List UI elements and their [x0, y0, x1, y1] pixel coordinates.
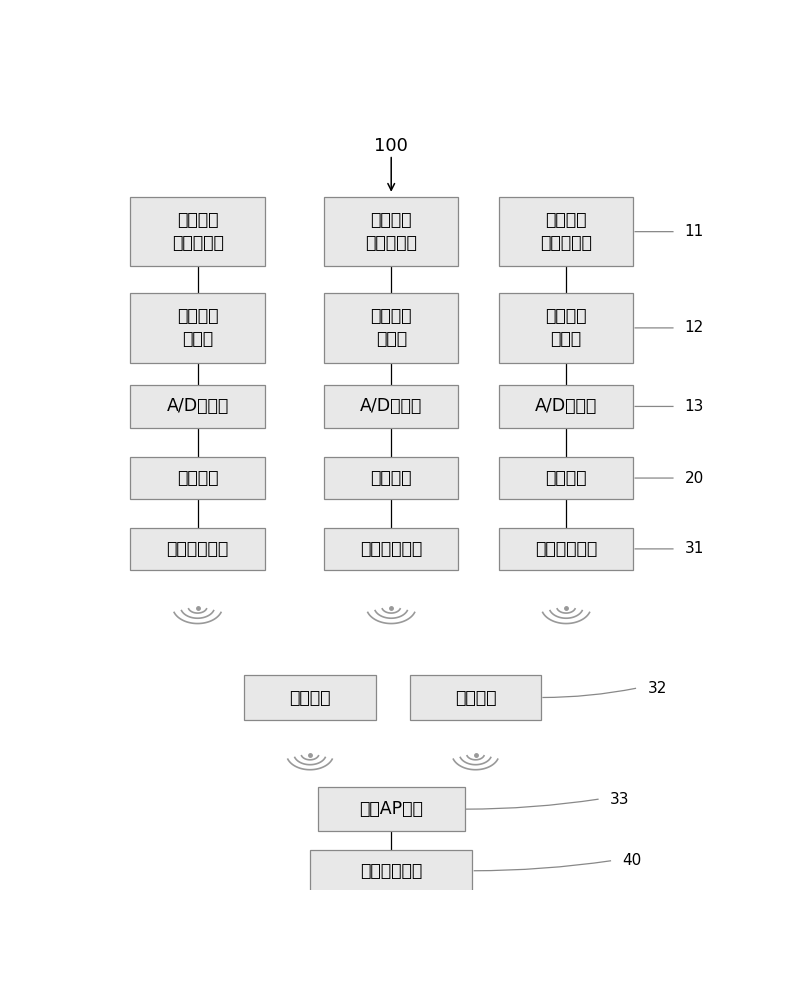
FancyBboxPatch shape	[499, 457, 634, 499]
Text: 12: 12	[685, 320, 704, 335]
Text: 40: 40	[622, 853, 642, 868]
FancyBboxPatch shape	[324, 385, 459, 428]
FancyBboxPatch shape	[410, 675, 541, 720]
Text: 20: 20	[685, 471, 704, 486]
Text: A/D转换器: A/D转换器	[360, 397, 422, 415]
FancyBboxPatch shape	[131, 385, 264, 428]
Text: 无线发射装置: 无线发射装置	[360, 540, 422, 558]
Text: 无线发射装置: 无线发射装置	[535, 540, 597, 558]
FancyBboxPatch shape	[131, 528, 264, 570]
Text: 无线发射装置: 无线发射装置	[167, 540, 229, 558]
Text: 32: 32	[647, 681, 667, 696]
Text: A/D转换器: A/D转换器	[535, 397, 597, 415]
Text: 33: 33	[610, 792, 629, 807]
Text: 管理员计算机: 管理员计算机	[360, 862, 422, 880]
Text: 光纤光册
解调仪: 光纤光册 解调仪	[371, 307, 412, 348]
FancyBboxPatch shape	[131, 197, 264, 266]
FancyBboxPatch shape	[499, 197, 634, 266]
Text: 无线网桥: 无线网桥	[455, 688, 496, 706]
FancyBboxPatch shape	[310, 850, 472, 892]
Text: 11: 11	[685, 224, 704, 239]
FancyBboxPatch shape	[324, 528, 459, 570]
FancyBboxPatch shape	[499, 293, 634, 363]
Text: 光纤光册
解调仪: 光纤光册 解调仪	[546, 307, 587, 348]
Text: 现场主机: 现场主机	[371, 469, 412, 487]
Text: 31: 31	[685, 541, 704, 556]
Text: 无线AP设备: 无线AP设备	[359, 800, 423, 818]
FancyBboxPatch shape	[131, 293, 264, 363]
Text: 100: 100	[374, 137, 408, 155]
Text: 现场主机: 现场主机	[546, 469, 587, 487]
FancyBboxPatch shape	[499, 385, 634, 428]
FancyBboxPatch shape	[324, 197, 459, 266]
Text: 光纤光册
传感器阵列: 光纤光册 传感器阵列	[540, 211, 592, 252]
Text: A/D转换器: A/D转换器	[167, 397, 229, 415]
FancyBboxPatch shape	[131, 457, 264, 499]
Text: 光纤光册
解调仪: 光纤光册 解调仪	[177, 307, 218, 348]
FancyBboxPatch shape	[324, 293, 459, 363]
Text: 现场主机: 现场主机	[177, 469, 218, 487]
FancyBboxPatch shape	[318, 787, 464, 831]
Text: 13: 13	[685, 399, 704, 414]
Text: 光纤光册
传感器阵列: 光纤光册 传感器阵列	[365, 211, 418, 252]
FancyBboxPatch shape	[324, 457, 459, 499]
FancyBboxPatch shape	[499, 528, 634, 570]
FancyBboxPatch shape	[244, 675, 376, 720]
Text: 无线网桥: 无线网桥	[289, 688, 330, 706]
Text: 光纤光册
传感器阵列: 光纤光册 传感器阵列	[172, 211, 223, 252]
